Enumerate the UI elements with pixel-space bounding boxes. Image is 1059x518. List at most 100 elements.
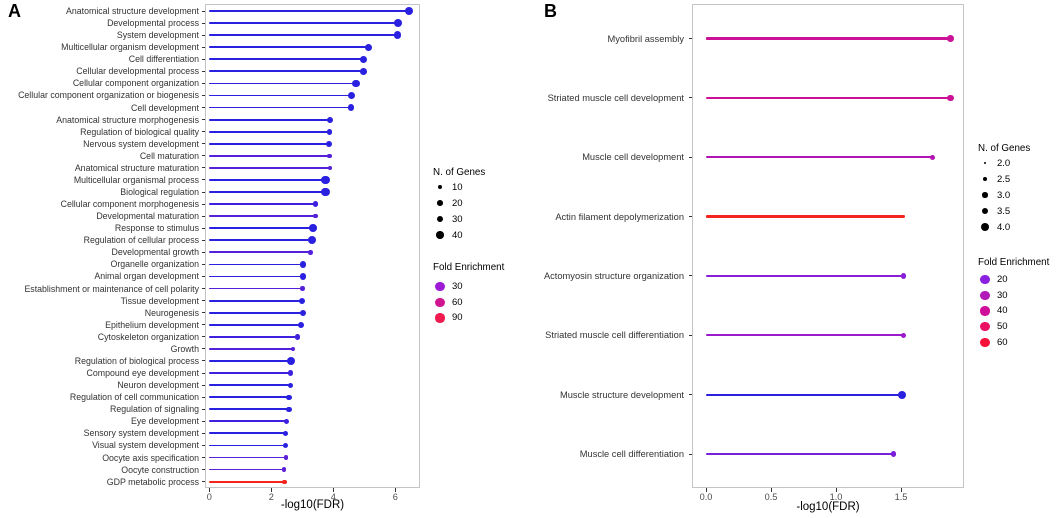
category-label: GDP metabolic process xyxy=(106,476,199,487)
legend-a-size-title: N. of Genes xyxy=(433,167,486,178)
y-tick-mark xyxy=(201,481,205,483)
y-tick-mark xyxy=(201,215,205,217)
lollipop-dot xyxy=(299,297,306,304)
legend-b-color-title: Fold Enrichment xyxy=(978,257,1050,268)
legend-b-size-title: N. of Genes xyxy=(978,143,1031,154)
category-label: Developmental process xyxy=(107,18,199,29)
category-label: Cellular component morphogenesis xyxy=(60,199,199,210)
lollipop-dot xyxy=(364,43,373,51)
size-dot-icon xyxy=(436,231,444,239)
lollipop-dot xyxy=(947,94,954,102)
lollipop-line xyxy=(209,275,304,278)
lollipop-line xyxy=(706,452,894,456)
size-dot-icon xyxy=(981,207,989,215)
legend-size-label: 2.5 xyxy=(997,173,1011,185)
legend-size-dot-cell xyxy=(978,161,992,165)
lollipop-line xyxy=(209,299,303,302)
lollipop-line xyxy=(209,480,285,483)
x-tick-label: 4 xyxy=(330,492,336,502)
x-tick-mark xyxy=(208,488,210,492)
lollipop-dot xyxy=(321,175,330,185)
y-tick-mark xyxy=(201,408,205,410)
y-tick-mark xyxy=(201,143,205,145)
lollipop-dot xyxy=(282,442,289,449)
category-label: Myofibril assembly xyxy=(607,33,684,44)
x-tick-label: 0.0 xyxy=(699,492,713,502)
category-label: Tissue development xyxy=(120,295,199,306)
category-label: Epithelium development xyxy=(105,319,199,330)
lollipop-dot xyxy=(327,116,334,123)
y-tick-mark xyxy=(688,334,692,336)
legend-color-label: 50 xyxy=(997,321,1008,333)
legend-color-label: 30 xyxy=(452,281,463,293)
x-tick-mark xyxy=(705,488,707,492)
legend-color-dot-cell xyxy=(978,306,992,316)
legend-color-label: 60 xyxy=(452,296,463,308)
y-tick-mark xyxy=(201,107,205,109)
legend-b-color-items: 20 30 40 50 60 xyxy=(978,272,1049,350)
y-tick-mark xyxy=(201,179,205,181)
category-label: Cellular component organization or bioge… xyxy=(18,90,199,101)
legend-size-label: 20 xyxy=(452,197,463,209)
x-axis-title-a: -log10(FDR) xyxy=(280,499,345,511)
lollipop-dot xyxy=(359,67,367,75)
legend-size-dot-cell xyxy=(978,223,992,231)
lollipop-line xyxy=(706,334,904,337)
panel-b-label: B xyxy=(544,1,557,21)
y-tick-mark xyxy=(201,312,205,314)
lollipop-dot xyxy=(290,346,296,352)
lollipop-line xyxy=(209,58,364,61)
lollipop-line xyxy=(706,96,951,99)
legend-a: N. of Genes 10 20 30 40 Fold Enrichment 30 6… xyxy=(433,163,504,326)
lollipop-line xyxy=(209,106,351,109)
category-label: Multicellular organismal process xyxy=(73,174,199,185)
lollipop-line xyxy=(706,393,903,396)
lollipop-dot xyxy=(282,430,289,436)
y-tick-mark xyxy=(688,275,692,277)
lollipop-dot xyxy=(312,201,318,207)
lollipop-dot xyxy=(347,104,355,111)
fold-enrichment-dot-icon xyxy=(980,321,990,332)
legend-size-item: 30 xyxy=(433,211,504,227)
lollipop-line xyxy=(209,384,291,386)
category-label: Neuron development xyxy=(117,380,199,391)
y-tick-mark xyxy=(688,38,692,39)
lollipop-line xyxy=(209,179,326,181)
lollipop-dot xyxy=(299,261,307,268)
lollipop-dot xyxy=(294,334,301,340)
lollipop-dot xyxy=(281,467,287,472)
plot-area-b xyxy=(692,4,964,488)
y-tick-mark xyxy=(688,156,692,158)
lollipop-line xyxy=(706,215,904,218)
category-label: Biological regulation xyxy=(120,187,199,198)
category-label: Cell differentiation xyxy=(128,54,199,65)
plot-area-a xyxy=(205,4,420,488)
category-label: Animal organ development xyxy=(94,271,199,282)
lollipop-dot xyxy=(299,309,306,316)
y-tick-mark xyxy=(201,324,205,326)
lollipop-line xyxy=(209,34,398,37)
x-tick-label: 1.0 xyxy=(829,492,843,502)
legend-size-label: 40 xyxy=(452,229,463,241)
lollipop-line xyxy=(209,215,316,218)
legend-color-item: 40 xyxy=(978,303,1049,319)
y-tick-mark xyxy=(201,336,205,338)
y-tick-mark xyxy=(201,348,205,350)
lollipop-dot xyxy=(287,370,294,376)
legend-size-dot-cell xyxy=(978,207,992,215)
y-tick-mark xyxy=(201,46,205,48)
lollipop-dot xyxy=(359,55,367,63)
y-tick-mark xyxy=(201,203,205,205)
legend-color-item: 60 xyxy=(978,334,1049,350)
lollipop-line xyxy=(209,456,287,459)
lollipop-dot xyxy=(947,35,954,42)
category-label: Actin filament depolymerization xyxy=(555,211,684,222)
lollipop-dot xyxy=(282,479,287,484)
legend-size-item: 2.5 xyxy=(978,171,1049,187)
lollipop-line xyxy=(706,156,933,159)
y-tick-mark xyxy=(201,34,205,36)
category-label: Cellular component organization xyxy=(72,78,199,89)
lollipop-line xyxy=(209,10,409,12)
y-tick-mark xyxy=(201,444,205,446)
y-tick-mark xyxy=(201,275,205,277)
